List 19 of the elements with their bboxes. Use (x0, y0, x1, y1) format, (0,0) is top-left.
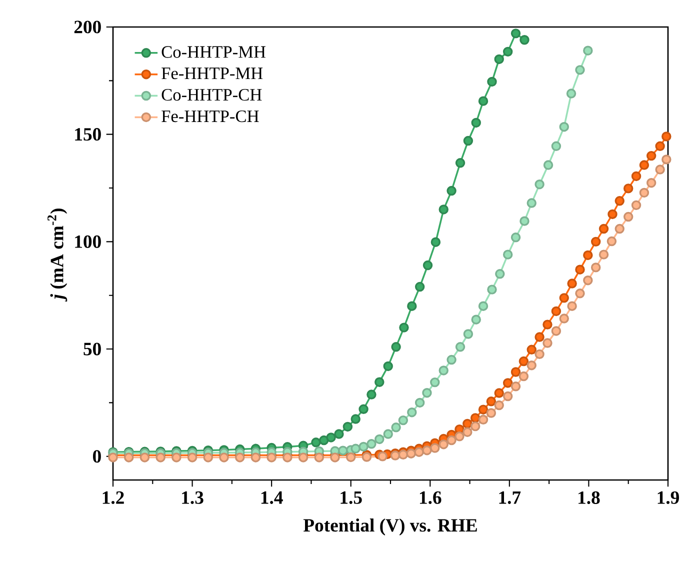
y-tick-label: 200 (74, 20, 101, 34)
y-tick-label: 100 (75, 235, 101, 248)
y-tick-label: 0 (93, 450, 101, 463)
x-tick-label: 1.8 (578, 491, 600, 504)
x-tick-label: 1.5 (340, 491, 362, 504)
x-tick-label: 1.4 (261, 491, 283, 504)
x-tick-label: 1.2 (102, 491, 124, 504)
x-axis-title: Potential (V) vs. RHE (303, 518, 477, 536)
x-tick-label: 1.9 (658, 491, 679, 504)
legend-label: Fe-HHTP-MH (162, 68, 263, 80)
legend-label: Co-HHTP-MH (162, 46, 266, 58)
legend-label: Co-HHTP-CH (162, 89, 262, 101)
y-tick-label: 50 (84, 342, 101, 356)
x-tick-label: 1.6 (420, 491, 442, 504)
legend-label: Fe-HHTP-CH (162, 110, 259, 122)
x-tick-label: 1.3 (182, 491, 204, 504)
y-axis-title: j (mA cm$^{-2}$) (48, 208, 68, 302)
x-tick-label: 1.7 (499, 491, 521, 504)
y-tick-label: 150 (75, 128, 101, 141)
